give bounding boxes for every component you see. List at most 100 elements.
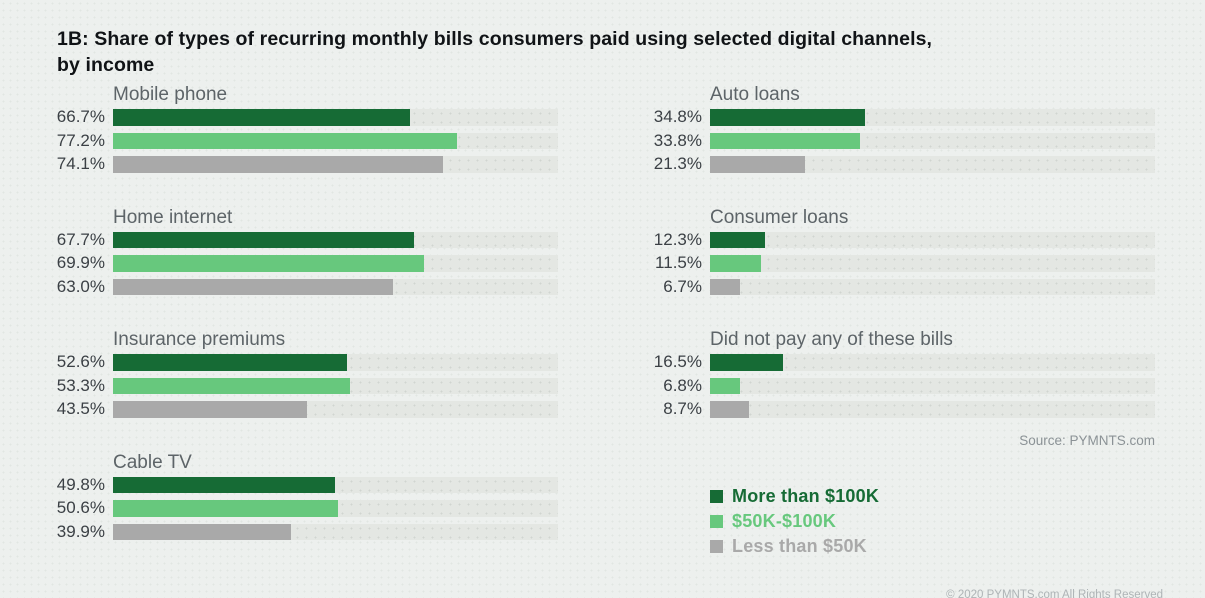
group-title: Cable TV — [113, 451, 192, 473]
bar-group-home-internet: Home internet 67.7% 69.9% 63.0% — [40, 206, 558, 295]
group-title: Consumer loans — [710, 206, 849, 228]
bar-value-label: 53.3% — [56, 375, 105, 395]
bar-fill-more-than-100k — [113, 231, 415, 248]
legend-label: $50K-$100K — [732, 510, 837, 531]
bar-track — [113, 255, 558, 272]
bar-track — [113, 401, 558, 418]
bar-fill-more-than-100k — [710, 109, 865, 126]
bar-fill-50k-100k — [113, 377, 351, 394]
bar-track — [710, 255, 1155, 272]
bar-row: 34.8% — [637, 107, 1155, 127]
bar-value-label: 50.6% — [56, 498, 105, 518]
bar-track — [710, 377, 1155, 394]
bar-fill-more-than-100k — [710, 231, 765, 248]
legend-label: More than $100K — [732, 485, 880, 506]
bar-fill-50k-100k — [710, 255, 762, 272]
bar-value-label: 74.1% — [56, 154, 105, 174]
bar-value-label: 11.5% — [655, 253, 702, 273]
group-title: Home internet — [113, 206, 233, 228]
bar-track — [710, 132, 1155, 149]
bar-track — [113, 278, 558, 295]
bar-fill-50k-100k — [113, 132, 457, 149]
bar-track — [113, 377, 558, 394]
bar-fill-more-than-100k — [113, 476, 335, 493]
bar-value-label: 12.3% — [653, 229, 702, 249]
chart-title: 1B: Share of types of recurring monthly … — [57, 26, 932, 78]
bar-track — [710, 156, 1155, 173]
bar-fill-less-than-50k — [710, 278, 740, 295]
bar-row: 53.3% — [40, 375, 558, 395]
bar-track — [710, 354, 1155, 371]
bar-row: 33.8% — [637, 130, 1155, 150]
bar-fill-more-than-100k — [710, 354, 784, 371]
bar-fill-less-than-50k — [113, 401, 307, 418]
bar-row: 52.6% — [40, 353, 558, 371]
group-title: Did not pay any of these bills — [710, 329, 953, 350]
bar-track — [113, 109, 558, 126]
bar-track — [113, 231, 558, 248]
bar-fill-less-than-50k — [710, 156, 805, 173]
bar-value-label: 8.7% — [663, 399, 702, 419]
bar-track — [113, 476, 558, 493]
bar-row: 8.7% — [637, 399, 1155, 419]
legend-item-more-than-100k: More than $100K — [710, 485, 880, 506]
bar-track — [710, 231, 1155, 248]
legend: More than $100K $50K-$100K Less than $50… — [710, 485, 880, 562]
bar-row: 69.9% — [40, 253, 558, 273]
bar-group-cable-tv: Cable TV 49.8% 50.6% 39.9% — [40, 451, 558, 541]
bar-group-auto-loans: Auto loans 34.8% 33.8% 21.3% — [637, 84, 1155, 173]
bar-value-label: 67.7% — [56, 229, 105, 249]
legend-item-less-than-50k: Less than $50K — [710, 535, 879, 556]
bar-row: 11.5% — [637, 253, 1155, 273]
legend-item-50k-100k: $50K-$100K — [710, 510, 879, 531]
legend-label: Less than $50K — [732, 535, 867, 556]
chart-title-line2: by income — [57, 54, 155, 76]
bar-value-label: 69.9% — [56, 253, 105, 273]
bar-fill-more-than-100k — [113, 354, 348, 371]
group-title: Insurance premiums — [113, 329, 286, 350]
group-title: Auto loans — [710, 84, 800, 105]
bar-row: 43.5% — [40, 399, 558, 419]
bar-fill-less-than-50k — [113, 523, 291, 540]
bar-value-label: 77.2% — [56, 130, 105, 150]
legend-swatch-light-green — [710, 514, 723, 528]
bar-row: 50.6% — [40, 498, 558, 518]
bar-row: 49.8% — [40, 474, 558, 494]
group-title: Mobile phone — [113, 84, 228, 105]
bar-value-label: 66.7% — [56, 107, 105, 127]
bar-track — [113, 354, 558, 371]
bar-value-label: 39.9% — [56, 521, 105, 541]
bar-value-label: 43.5% — [56, 399, 105, 419]
legend-swatch-dark-green — [710, 489, 723, 503]
bar-fill-50k-100k — [710, 377, 741, 394]
bar-track — [113, 132, 558, 149]
bar-fill-50k-100k — [113, 500, 339, 517]
bar-track — [113, 156, 558, 173]
bar-row: 77.2% — [40, 130, 558, 150]
bar-row: 74.1% — [40, 154, 558, 174]
bar-row: 12.3% — [637, 229, 1155, 249]
bar-value-label: 34.8% — [653, 107, 702, 127]
bar-track — [113, 500, 558, 517]
bar-row: 6.7% — [637, 278, 1155, 295]
bar-value-label: 6.8% — [663, 375, 702, 395]
bar-fill-less-than-50k — [113, 278, 394, 295]
bar-row: 66.7% — [40, 107, 558, 127]
bar-row: 21.3% — [637, 154, 1155, 174]
left-column: Mobile phone 66.7% 77.2% 74.1% Home inte… — [40, 84, 558, 574]
bar-value-label: 49.8% — [56, 474, 105, 494]
bar-fill-50k-100k — [710, 132, 861, 149]
bar-row: 39.9% — [40, 521, 558, 541]
legend-swatch-gray — [710, 539, 723, 553]
bar-row: 6.8% — [637, 375, 1155, 395]
bar-fill-less-than-50k — [113, 156, 443, 173]
bar-fill-50k-100k — [113, 255, 425, 272]
copyright-text: © 2020 PYMNTS.com All Rights Reserved — [946, 589, 1163, 598]
bar-group-consumer-loans: Consumer loans 12.3% 11.5% 6.7% — [637, 206, 1155, 295]
bar-track — [710, 109, 1155, 126]
bar-value-label: 21.3% — [653, 154, 702, 174]
bar-value-label: 33.8% — [653, 130, 702, 150]
bar-row: 63.0% — [40, 278, 558, 295]
bar-group-insurance-premiums: Insurance premiums 52.6% 53.3% 43.5% — [40, 329, 558, 418]
